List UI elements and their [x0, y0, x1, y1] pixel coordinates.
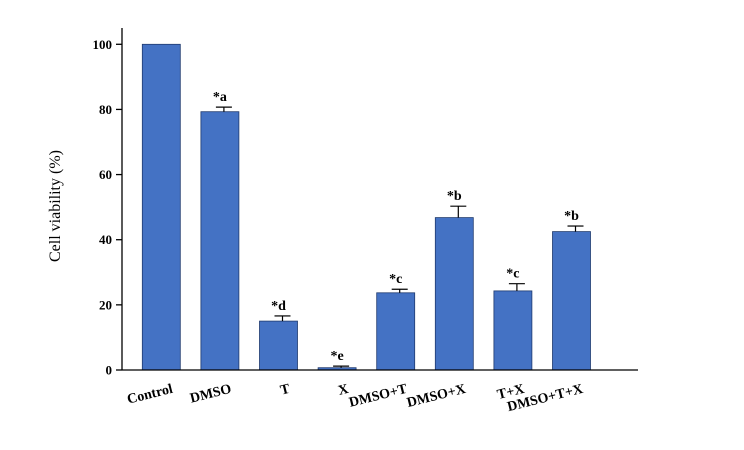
bar-dmso-plus-t	[376, 292, 416, 371]
significance-label: *c	[389, 272, 402, 287]
error-bar-t	[274, 315, 291, 322]
x-tick-label: DMSO	[189, 382, 233, 407]
y-tick-label: 100	[93, 37, 113, 52]
error-bar-dmso	[215, 106, 232, 112]
significance-label: *c	[506, 267, 519, 282]
error-bar-x	[333, 365, 350, 368]
x-tick-label: X	[337, 382, 350, 399]
significance-label: *d	[271, 299, 286, 314]
error-bar-dmso-plus-t	[391, 288, 408, 293]
x-tick-label: T+X	[496, 382, 526, 403]
bar-t-plus-x	[493, 290, 533, 371]
y-axis: 0 20 40 60 80 100	[93, 28, 123, 378]
error-bar-dmso-plus-t-plus-x	[567, 225, 584, 232]
x-tick-label: Control	[126, 382, 175, 408]
bar-t	[259, 320, 298, 371]
y-tick-label: 80	[99, 102, 112, 117]
error-bars-layer	[215, 106, 584, 368]
x-tick-label: DMSO+T	[348, 382, 410, 411]
significance-label: *b	[564, 209, 579, 224]
y-tick-label: 60	[99, 167, 112, 182]
significance-label: *b	[447, 189, 462, 204]
bars-layer	[141, 43, 591, 371]
significance-label: *e	[330, 349, 343, 364]
bar-dmso-plus-x	[434, 217, 474, 371]
y-tick-label: 0	[106, 363, 113, 378]
y-tick-label: 40	[99, 232, 112, 247]
significance-label: *a	[213, 90, 227, 105]
bar-dmso-plus-t-plus-x	[552, 231, 591, 371]
annotations-layer: *a *d *e *c *b *c *b	[213, 90, 579, 364]
bar-dmso	[200, 111, 240, 371]
y-axis-label: Cell viability (%)	[47, 150, 64, 262]
y-tick-label: 20	[99, 297, 112, 312]
x-tick-label: T	[279, 382, 292, 399]
bar-control	[141, 43, 181, 371]
error-bar-t-plus-x	[508, 283, 525, 291]
error-bar-dmso-plus-x	[450, 205, 467, 218]
x-tick-label: DMSO+X	[405, 382, 467, 411]
